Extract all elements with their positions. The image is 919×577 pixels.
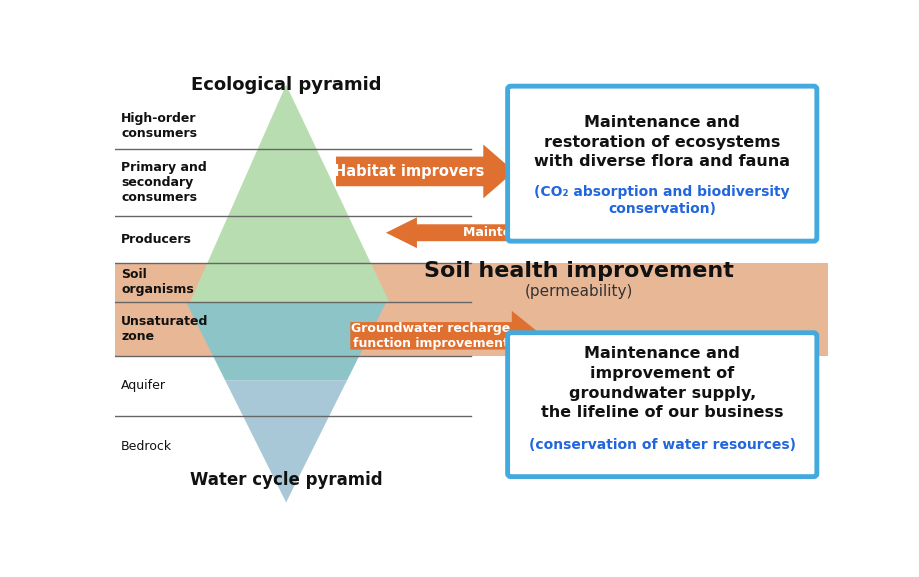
Text: High-order
consumers: High-order consumers bbox=[121, 112, 197, 140]
Text: Unsaturated
zone: Unsaturated zone bbox=[121, 315, 209, 343]
Text: Bedrock: Bedrock bbox=[121, 440, 172, 454]
Polygon shape bbox=[186, 302, 386, 380]
Polygon shape bbox=[350, 311, 542, 361]
FancyBboxPatch shape bbox=[507, 86, 816, 241]
Text: Aquifer: Aquifer bbox=[121, 379, 166, 392]
Text: Maintenance and
improvement of
groundwater supply,
the lifeline of our business: Maintenance and improvement of groundwat… bbox=[540, 346, 783, 420]
Polygon shape bbox=[386, 218, 799, 248]
Text: (permeability): (permeability) bbox=[524, 284, 632, 299]
Bar bbox=[115, 302, 827, 356]
FancyBboxPatch shape bbox=[507, 333, 816, 477]
Bar bbox=[115, 263, 827, 302]
Bar bbox=[115, 263, 471, 302]
Text: Primary and
secondary
consumers: Primary and secondary consumers bbox=[121, 161, 207, 204]
Polygon shape bbox=[335, 144, 514, 198]
Text: Soil health improvement: Soil health improvement bbox=[423, 261, 732, 282]
Text: Maintenance of diverse forest vegetation: Maintenance of diverse forest vegetation bbox=[462, 226, 753, 239]
Text: Habitat improvers: Habitat improvers bbox=[335, 164, 484, 179]
Text: Groundwater recharge
function improvement: Groundwater recharge function improvemen… bbox=[351, 322, 510, 350]
Text: (CO₂ absorption and biodiversity
conservation): (CO₂ absorption and biodiversity conserv… bbox=[534, 185, 789, 216]
Text: Producers: Producers bbox=[121, 233, 192, 246]
Polygon shape bbox=[189, 85, 389, 302]
Text: (conservation of water resources): (conservation of water resources) bbox=[528, 438, 795, 452]
Bar bbox=[115, 302, 471, 356]
Text: Maintenance and
restoration of ecosystems
with diverse flora and fauna: Maintenance and restoration of ecosystem… bbox=[534, 115, 789, 170]
Text: Soil
organisms: Soil organisms bbox=[121, 268, 194, 297]
Polygon shape bbox=[225, 380, 346, 503]
Text: Ecological pyramid: Ecological pyramid bbox=[190, 76, 381, 94]
Text: Water cycle pyramid: Water cycle pyramid bbox=[189, 471, 382, 489]
